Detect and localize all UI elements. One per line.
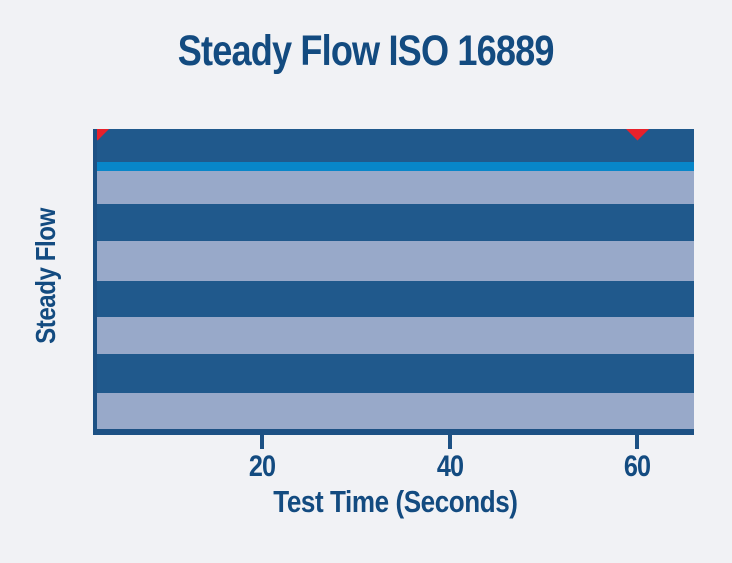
chart-title: Steady Flow ISO 16889 [0, 27, 732, 76]
x-axis-tick [635, 435, 639, 449]
x-axis-tick [447, 435, 452, 449]
y-axis-label: Steady Flow [30, 208, 61, 344]
plot-band-light [97, 393, 694, 429]
y-axis-line [93, 129, 97, 435]
plot-area: Particle Counts Flow Rate [97, 129, 694, 429]
plot-background-bands [97, 129, 694, 429]
plot-band-dark [97, 129, 694, 162]
x-axis-tick [260, 435, 264, 449]
chart-title-text: Steady Flow ISO 16889 [178, 27, 555, 75]
plot-band-dark [97, 204, 694, 241]
plot-band-dark [97, 281, 694, 317]
legend: Particle Counts Flow Rate [97, 393, 694, 429]
plot-band-dark [97, 354, 694, 393]
plot-band-light [97, 241, 694, 281]
flow-rate-line [97, 162, 694, 171]
x-axis-tick-label: 20 [248, 450, 276, 483]
x-axis-tick-label: 40 [436, 450, 463, 483]
x-axis-line [93, 429, 694, 435]
x-axis-tick-label: 60 [623, 450, 651, 483]
x-axis-label: Test Time (Seconds) [273, 484, 518, 519]
plot-band-light [97, 317, 694, 354]
